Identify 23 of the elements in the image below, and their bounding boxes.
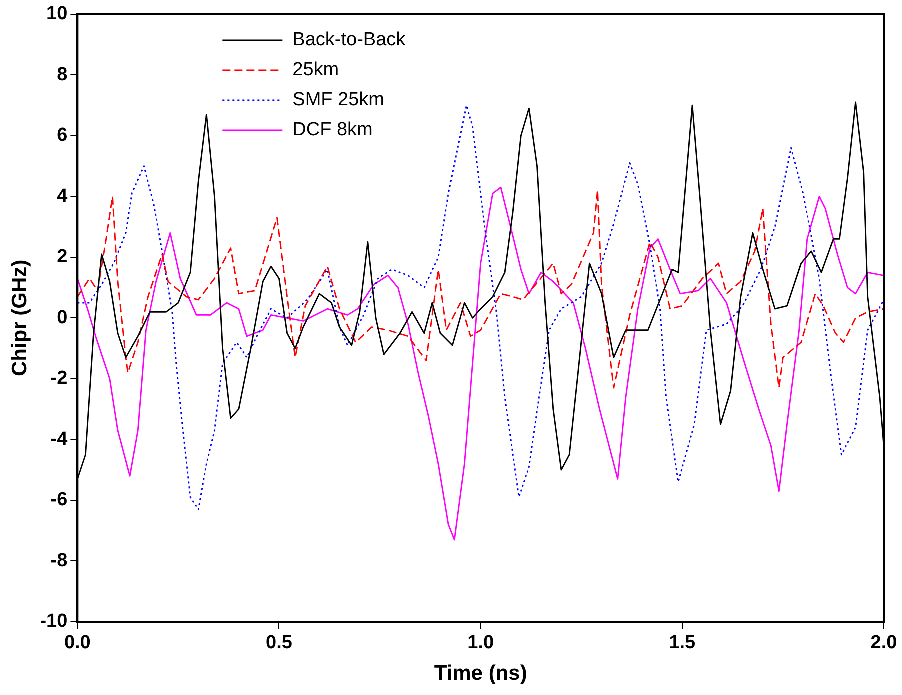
legend-label: Back-to-Back (292, 30, 406, 51)
x-tick-label: 1.0 (468, 632, 494, 654)
y-tick-label: -8 (50, 550, 68, 572)
x-tick-label: 2.0 (870, 632, 898, 654)
x-tick-label: 0.5 (266, 632, 293, 654)
y-tick-label: -2 (50, 368, 68, 390)
y-tick-label: 8 (57, 64, 68, 86)
x-tick-label: 1.5 (669, 632, 696, 654)
y-axis-title: Chipr (GHz) (8, 260, 32, 377)
y-tick-label: -4 (50, 428, 68, 450)
y-tick-label: 0 (57, 307, 68, 328)
line-series (78, 190, 884, 389)
y-tick-label: 6 (57, 125, 68, 146)
legend-label: DCF 8km (292, 120, 373, 141)
legend-label: 25km (292, 60, 340, 81)
y-tick-label: -10 (40, 611, 68, 632)
y-tick-label: 10 (46, 4, 68, 25)
y-tick-label: 2 (57, 246, 68, 268)
y-tick-label: -6 (50, 490, 68, 511)
legend-label: SMF 25km (292, 90, 385, 111)
x-axis-title: Time (ns) (434, 662, 528, 686)
y-tick-label: 4 (57, 186, 68, 207)
x-tick-label: 0.0 (64, 632, 91, 654)
